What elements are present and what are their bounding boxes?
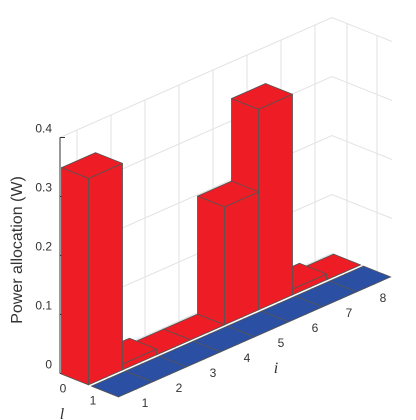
y-tick-label: 0: [60, 382, 67, 396]
x-tick-label: 2: [176, 381, 183, 395]
x-tick-label: 3: [210, 366, 217, 380]
x-tick-label: 1: [142, 396, 149, 410]
bar-left-face: [197, 195, 225, 326]
z-tick-label: 0.2: [35, 240, 52, 254]
bar-left-face: [61, 167, 89, 386]
bar-top-face: [61, 152, 123, 179]
y-tick-label: 1: [90, 394, 97, 408]
x-tick-label: 4: [244, 351, 251, 365]
grid-line: [59, 16, 393, 138]
y-axis-label: l: [60, 406, 65, 420]
grid-line: [314, 25, 376, 286]
bar: [61, 152, 123, 386]
z-tick-label: 0.3: [35, 181, 52, 195]
x-tick-label: 5: [278, 336, 285, 350]
z-axis-label: Power allocation (W): [9, 176, 26, 324]
bar: [91, 370, 153, 398]
grid-line: [59, 75, 393, 197]
z-tick-label: 0: [45, 358, 52, 372]
z-tick-label: 0.4: [35, 122, 52, 136]
z-tick-label: 0.1: [35, 299, 52, 313]
x-tick-label: 7: [346, 306, 353, 320]
bar-top-face: [231, 83, 293, 110]
bar-front-face: [258, 93, 293, 311]
bar-top-face: [91, 370, 153, 398]
bar-front-face: [224, 191, 259, 326]
bar: [197, 180, 259, 326]
grid-line: [59, 134, 393, 256]
grid-line: [59, 193, 393, 315]
x-axis-label: i: [274, 360, 278, 377]
x-tick-label: 8: [380, 291, 387, 305]
x-tick-label: 6: [312, 321, 319, 335]
bar-front-face: [88, 162, 123, 386]
bar-top-face: [197, 180, 259, 208]
